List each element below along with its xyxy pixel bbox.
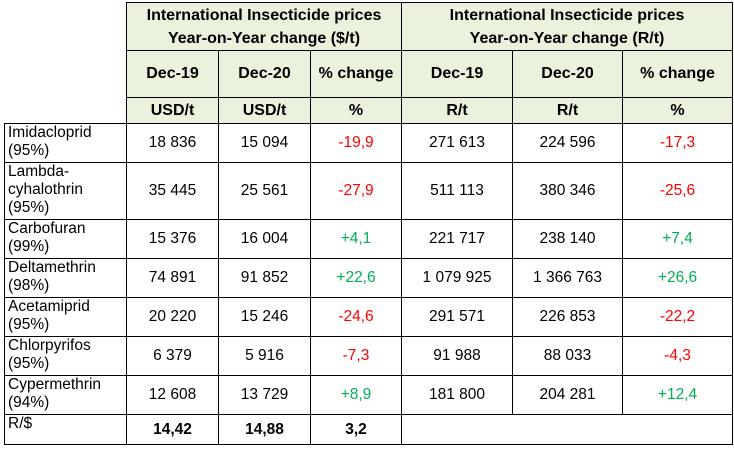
percent-change-cell: -24,6 (309, 297, 403, 337)
price-cell: 91 988 (401, 336, 514, 376)
table-row: Imidacloprid (95%) 18 836 15 094 -19,9 271 6… (4, 123, 734, 163)
percent-change-cell: +12,4 (622, 375, 734, 415)
corner-cell (5, 51, 127, 98)
insecticide-name: Lambda-cyhalothrin (95%) (4, 162, 127, 220)
col-header: Dec-20 (218, 50, 311, 98)
price-cell: 91 852 (218, 258, 311, 298)
insecticide-name: Chlorpyrifos (95%) (4, 336, 127, 376)
price-cell: 15 376 (126, 219, 219, 259)
price-cell: 74 891 (126, 258, 219, 298)
percent-change-cell: -17,3 (622, 123, 734, 163)
insecticide-name: Cypermethrin (94%) (4, 375, 127, 415)
price-cell: 238 140 (512, 219, 624, 259)
insecticide-name: Carbofuran (99%) (4, 219, 127, 259)
corner-cell (5, 98, 127, 124)
price-cell: 5 916 (218, 336, 311, 376)
price-cell: 224 596 (512, 123, 624, 163)
table-row: Chlorpyrifos (95%) 6 379 5 916 -7,3 91 988 88… (4, 336, 734, 376)
insecticide-price-table: International Insecticide prices Year-on… (4, 2, 734, 445)
price-cell: 271 613 (401, 123, 514, 163)
percent-change-cell: -7,3 (309, 336, 403, 376)
percent-change-cell: +4,1 (309, 219, 403, 259)
table-row: Cypermethrin (94%) 12 608 13 729 +8,9 181 80… (4, 375, 734, 415)
price-cell: 226 853 (512, 297, 624, 337)
percent-change-cell: -25,6 (622, 162, 734, 220)
insecticide-name: Acetamiprid (95%) (4, 297, 127, 337)
table-row: Lambda-cyhalothrin (95%) 35 445 25 561 -27,… (4, 162, 734, 220)
price-cell: 181 800 (401, 375, 514, 415)
col-header: Dec-19 (401, 50, 514, 98)
table-row: Deltamethrin (98%) 74 891 91 852 +22,6 1 079… (4, 258, 734, 298)
col-header: Dec-20 (512, 50, 624, 98)
price-cell: 291 571 (401, 297, 514, 337)
price-cell: 88 033 (512, 336, 624, 376)
unit-header: USD/t (126, 97, 219, 124)
percent-change-cell: +22,6 (309, 258, 403, 298)
price-cell: 13 729 (218, 375, 311, 415)
usd-title: International Insecticide prices Year-on… (125, 2, 403, 51)
price-cell: 20 220 (126, 297, 219, 337)
zar-title: International Insecticide prices Year-on… (401, 2, 734, 51)
price-cell: 35 445 (126, 162, 219, 220)
table-row: Carbofuran (99%) 15 376 16 004 +4,1 221 717 2… (4, 219, 734, 259)
percent-change-cell: +7,4 (622, 219, 734, 259)
insecticide-name: Imidacloprid (95%) (4, 123, 127, 163)
zar-title-line1: International Insecticide prices (449, 6, 685, 24)
price-cell: 1 366 763 (512, 258, 624, 298)
rate-cell: 3,2 (309, 414, 403, 445)
percent-change-cell: -27,9 (309, 162, 403, 220)
percent-change-cell: +26,6 (622, 258, 734, 298)
usd-title-line2: Year-on-Year change ($/t) (167, 29, 361, 47)
unit-header: R/t (512, 97, 624, 124)
price-cell: 221 717 (401, 219, 514, 259)
corner-cell (5, 3, 127, 51)
unit-header: R/t (401, 97, 514, 124)
percent-change-cell: +8,9 (309, 375, 403, 415)
insecticide-name: Deltamethrin (98%) (4, 258, 127, 298)
col-header: Dec-19 (126, 50, 219, 98)
price-cell: 15 246 (218, 297, 311, 337)
rate-cell: 14,88 (218, 414, 311, 445)
unit-header: % (309, 97, 403, 124)
unit-header: % (622, 97, 734, 124)
price-cell: 16 004 (218, 219, 311, 259)
price-cell: 25 561 (218, 162, 311, 220)
percent-change-cell: -19,9 (309, 123, 403, 163)
usd-title-line1: International Insecticide prices (146, 6, 382, 24)
price-cell: 1 079 925 (401, 258, 514, 298)
price-cell: 12 608 (126, 375, 219, 415)
price-cell: 15 094 (218, 123, 311, 163)
col-header: % change (622, 50, 734, 98)
exchange-rate-label: R/$ (4, 414, 127, 445)
unit-header: USD/t (218, 97, 311, 124)
col-header: % change (309, 50, 403, 98)
price-cell: 6 379 (126, 336, 219, 376)
percent-change-cell: -4,3 (622, 336, 734, 376)
rate-cell: 14,42 (126, 414, 219, 445)
zar-title-line2: Year-on-Year change (R/t) (469, 29, 665, 47)
price-cell: 18 836 (126, 123, 219, 163)
empty-cell (401, 414, 734, 445)
table-row: Acetamiprid (95%) 20 220 15 246 -24,6 291 57… (4, 297, 734, 337)
price-cell: 380 346 (512, 162, 624, 220)
price-cell: 204 281 (512, 375, 624, 415)
price-cell: 511 113 (401, 162, 514, 220)
percent-change-cell: -22,2 (622, 297, 734, 337)
